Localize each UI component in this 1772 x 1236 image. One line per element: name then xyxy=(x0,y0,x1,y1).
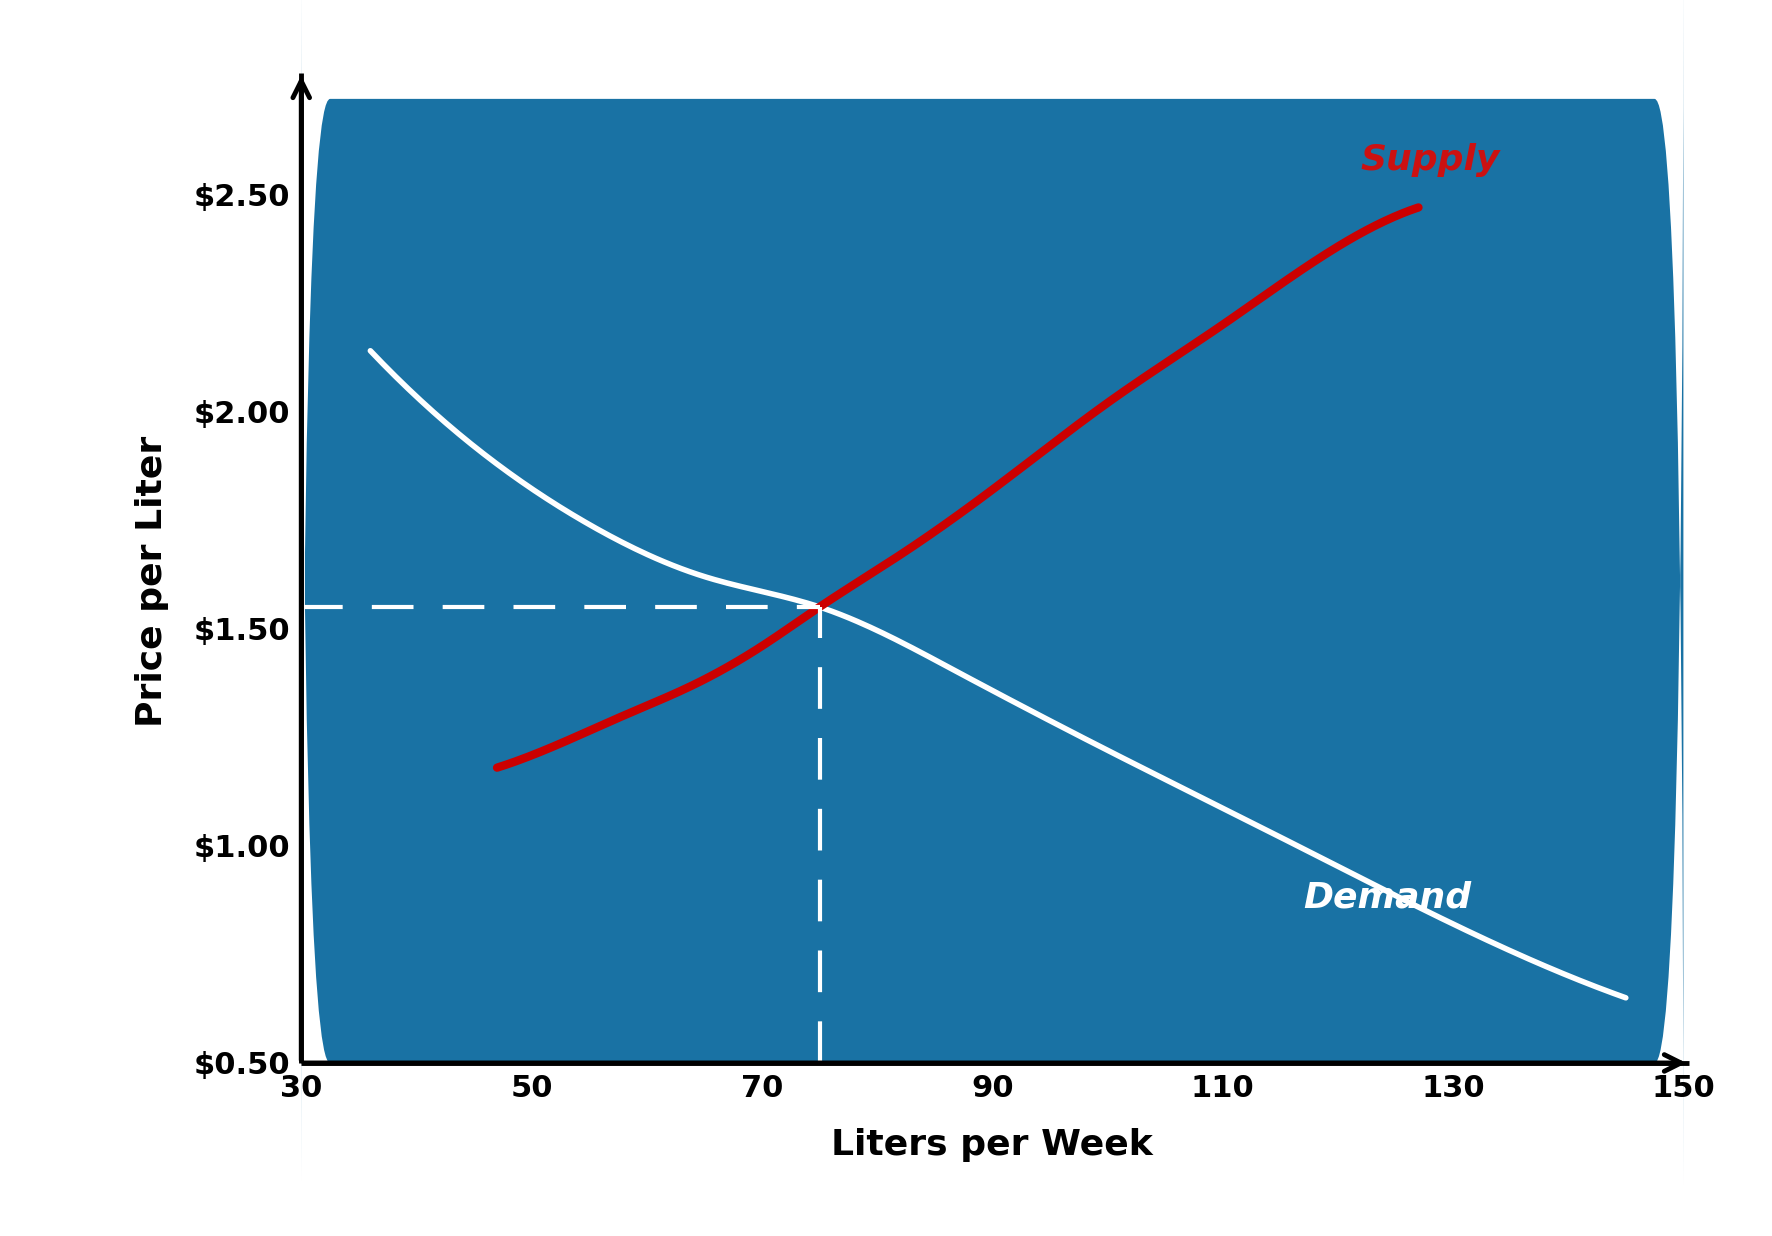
FancyBboxPatch shape xyxy=(301,0,1683,1184)
Text: Demand: Demand xyxy=(1302,881,1471,915)
Y-axis label: Price per Liter: Price per Liter xyxy=(135,435,168,727)
Text: Supply: Supply xyxy=(1361,143,1501,177)
X-axis label: Liters per Week: Liters per Week xyxy=(831,1128,1154,1162)
